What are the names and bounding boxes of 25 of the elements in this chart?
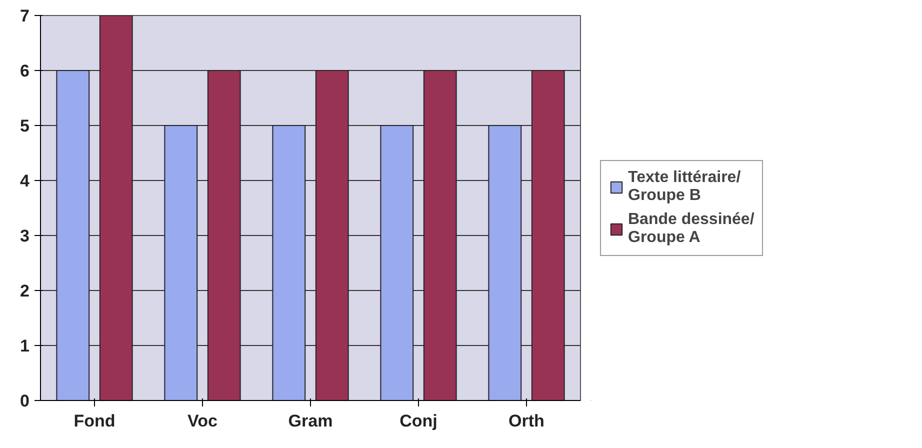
bar: [272, 125, 306, 400]
bar: [488, 125, 522, 400]
bar: [423, 70, 457, 400]
bar: [315, 70, 349, 400]
x-tick-label: Orth: [508, 412, 544, 430]
y-tick-label: 6: [20, 62, 30, 80]
bar: [531, 70, 565, 400]
x-tick-label: Voc: [188, 412, 218, 430]
legend-label: Bande dessinée/ Groupe A: [628, 210, 754, 246]
x-tick-label: Gram: [288, 412, 333, 430]
y-tick-label: 4: [20, 172, 30, 190]
x-tick-label: Conj: [400, 412, 438, 430]
bar: [164, 125, 198, 400]
bar: [56, 70, 90, 400]
y-tick-label: 3: [20, 226, 30, 246]
y-tick-label: 1: [20, 336, 30, 356]
y-tick-label: 0: [20, 392, 30, 410]
bar: [99, 16, 133, 400]
bar: [380, 125, 414, 400]
y-tick-label: 7: [20, 6, 30, 26]
x-tick-label: Fond: [74, 412, 116, 430]
bar: [207, 70, 241, 400]
y-tick-label: 2: [20, 282, 30, 300]
legend-label: Texte littéraire/ Groupe B: [628, 168, 741, 204]
y-tick-label: 5: [20, 116, 30, 136]
